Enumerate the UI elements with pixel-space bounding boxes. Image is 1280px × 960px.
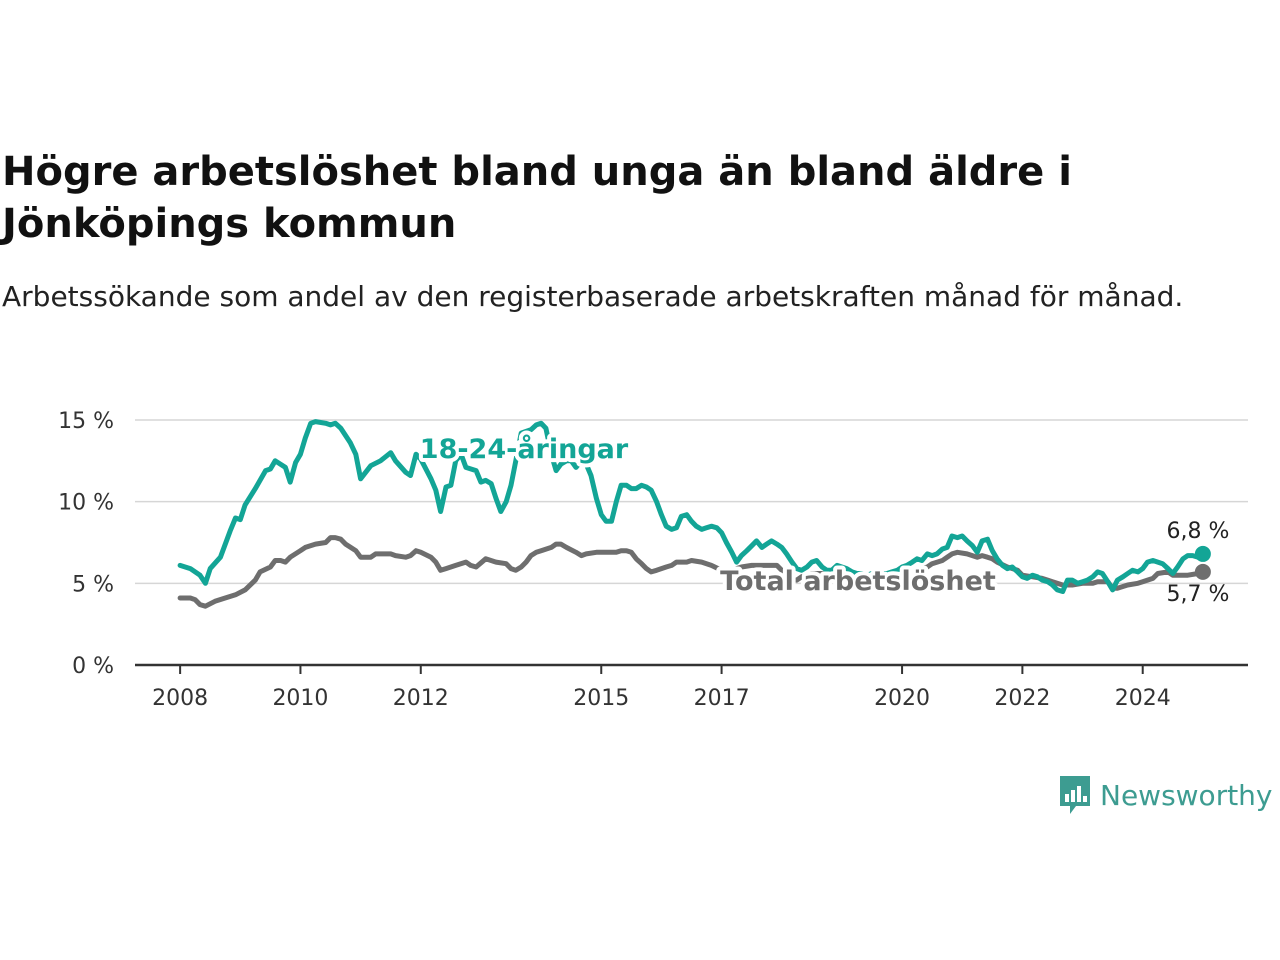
end-point-young bbox=[1194, 545, 1211, 562]
x-tick-label: 2017 bbox=[694, 686, 750, 711]
series-label-young: 18-24-åringar bbox=[420, 433, 629, 465]
y-tick-label: 10 % bbox=[58, 491, 114, 516]
chart-title: Högre arbetslöshet bland unga än bland ä… bbox=[2, 149, 1072, 247]
x-tick-label: 2012 bbox=[393, 686, 449, 711]
series-label-total: Total arbetslöshet bbox=[720, 566, 996, 597]
y-tick-label: 5 % bbox=[72, 572, 114, 597]
chart-subtitle: Arbetssökande som andel av den registerb… bbox=[2, 280, 1184, 313]
newsworthy-logo: Newsworthy bbox=[1058, 772, 1273, 818]
series-labels: 18-24-åringar Total arbetslöshet 6,8 % 5… bbox=[416, 429, 1230, 607]
x-tick-label: 2024 bbox=[1115, 686, 1171, 711]
series-line-young bbox=[177, 419, 1206, 594]
end-point-total bbox=[1194, 563, 1211, 580]
newsworthy-logo-text: Newsworthy bbox=[1100, 778, 1273, 812]
newsworthy-logo-icon bbox=[1060, 776, 1090, 814]
x-tick-label: 2022 bbox=[994, 686, 1050, 711]
series-line-total bbox=[177, 535, 1206, 609]
axes: 0 % 5 % 10 % 15 % 2008 2010 2012 2015 2017 2020 20… bbox=[58, 409, 1248, 711]
series-lines bbox=[177, 419, 1211, 609]
end-label-young: 6,8 % bbox=[1167, 519, 1230, 544]
y-tick-label: 15 % bbox=[58, 409, 114, 434]
x-tick-label: 2015 bbox=[573, 686, 629, 711]
x-tick-label: 2008 bbox=[152, 686, 208, 711]
y-tick-label: 0 % bbox=[72, 654, 114, 679]
x-tick-label: 2010 bbox=[272, 686, 328, 711]
end-label-total: 5,7 % bbox=[1167, 582, 1230, 607]
x-tick-label: 2020 bbox=[874, 686, 930, 711]
